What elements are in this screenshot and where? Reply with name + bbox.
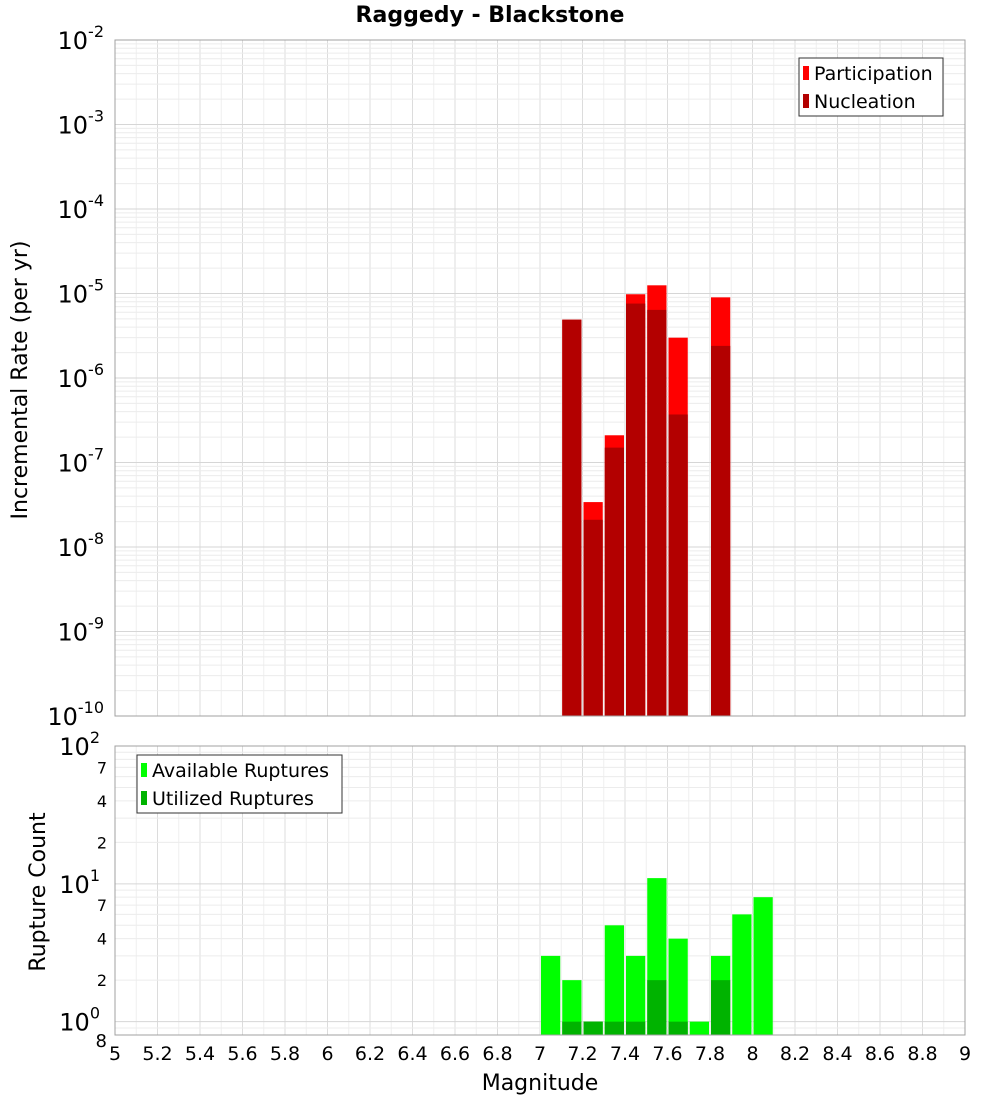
bar-nucleation [668,414,688,716]
x-tick-label: 6 [321,1043,333,1065]
x-tick-label: 5.2 [142,1043,172,1065]
plot-frame [114,745,966,1036]
x-tick-label: 7.2 [567,1043,597,1065]
x-tick-label: 8.2 [780,1043,810,1065]
bar-utilized-ruptures [562,1021,582,1035]
bar-utilized-ruptures [626,1021,646,1035]
bar-available-ruptures [541,955,561,1035]
x-tick-label: 6.8 [482,1043,512,1065]
y-minor-tick-label: 4 [97,792,107,811]
legend: Participation Nucleation [798,57,944,117]
x-tick-label: 7.4 [610,1043,640,1065]
bar-available-ruptures [626,955,646,1035]
y-axis-label-rate: Incremental Rate (per yr) [8,241,33,520]
y-minor-tick-label: 4 [97,930,107,949]
y-tick-label: 10-4 [58,191,105,224]
legend-swatch [141,791,147,805]
legend-box [798,57,944,117]
x-axis: 5 5.2 5.4 5.6 5.8 6 6.2 6.4 6.6 6.8 7 7.2 7.4 7.6 7.8 8… [109,1043,971,1065]
x-tick-label: 8 [746,1043,758,1065]
y-minor-tick-label: 8 [96,1031,107,1052]
bar-nucleation [583,519,603,716]
bar-available-ruptures [689,1021,709,1035]
x-tick-label: 5.6 [227,1043,257,1065]
x-tick-label: 6.4 [397,1043,427,1065]
x-tick-label: 8.4 [822,1043,852,1065]
legend: Available Ruptures Utilized Ruptures [136,754,343,814]
y-minor-tick-label: 7 [97,758,107,777]
x-axis-label: Magnitude [482,1071,599,1096]
bar-utilized-ruptures [604,1021,624,1035]
x-tick-label: 7.6 [652,1043,682,1065]
bar-utilized-ruptures [647,980,667,1035]
legend-entry: Utilized Ruptures [152,788,314,810]
bar-available-ruptures [562,980,582,1035]
x-tick-label: 8.8 [907,1043,937,1065]
x-tick-label: 7 [534,1043,546,1065]
y-tick-label: 101 [59,866,100,899]
y-tick-label: 100 [59,1004,100,1037]
chart-title: Raggedy - Blackstone [356,3,625,28]
bar-nucleation [604,447,624,716]
legend-swatch [141,763,147,777]
y-tick-label: 102 [59,728,100,761]
y-axis-label-count: Rupture Count [26,812,51,972]
plot-frame [114,39,966,717]
x-tick-label: 9 [959,1043,971,1065]
y-minor-tick-label: 7 [97,896,107,915]
x-tick-label: 6.2 [355,1043,385,1065]
bar-nucleation [562,319,582,716]
bar-available-ruptures [732,914,752,1035]
x-tick-label: 7.8 [695,1043,725,1065]
bar-available-ruptures [604,925,624,1035]
y-tick-label: 10-3 [58,107,105,140]
legend-swatch [803,94,809,108]
x-tick-label: 6.6 [440,1043,470,1065]
y-tick-label: 10-5 [58,276,105,309]
y-tick-label: 10-2 [58,22,105,55]
x-tick-label: 8.6 [865,1043,895,1065]
y-tick-label: 10-9 [58,614,105,647]
bar-available-ruptures [753,897,773,1035]
y-tick-label: 10-10 [47,698,104,731]
count-plot-panel: 100 101 102 2 4 7 2 4 7 8 Available Ruptures Utiliz… [59,728,966,1052]
legend-entry: Available Ruptures [152,760,329,782]
legend-swatch [803,66,809,80]
y-minor-tick-label: 2 [97,971,107,990]
legend-box [136,754,343,814]
y-tick-label: 10-8 [58,529,105,562]
y-tick-label: 10-7 [58,445,105,478]
x-tick-label: 5 [109,1043,121,1065]
rate-plot-panel: 10-2 10-3 10-4 10-5 10-6 10-7 10-8 10-9 10-10 Par… [47,22,966,731]
legend-entry: Participation [814,63,933,85]
bar-utilized-ruptures [583,1021,603,1035]
bar-nucleation [647,309,667,716]
bar-utilized-ruptures [711,980,731,1035]
bar-utilized-ruptures [668,1021,688,1035]
x-tick-label: 5.8 [270,1043,300,1065]
bar-available-ruptures [668,938,688,1035]
bar-nucleation [626,303,646,716]
y-minor-tick-label: 2 [97,833,107,852]
y-tick-label: 10-6 [58,360,105,393]
bar-nucleation [711,345,731,716]
legend-entry: Nucleation [814,91,916,113]
x-tick-label: 5.4 [185,1043,215,1065]
